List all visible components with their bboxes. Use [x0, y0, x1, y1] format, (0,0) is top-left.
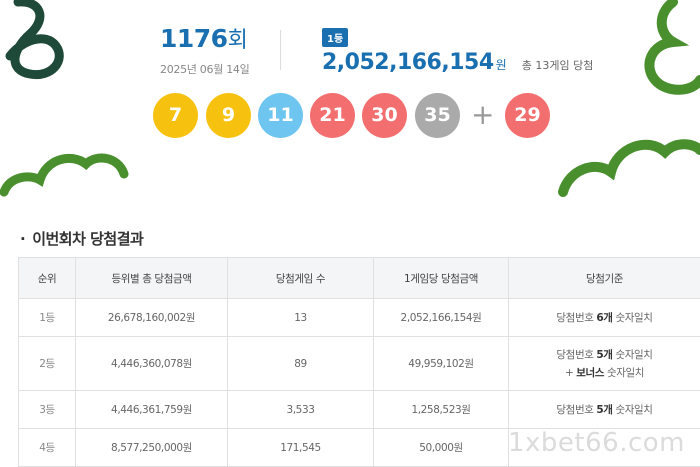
- criteria-suffix: 숫자일치: [612, 403, 653, 416]
- table-header-row: 순위 등위별 총 당첨금액 당첨게임 수 1게임당 당첨금액 당첨기준: [18, 257, 700, 299]
- first-prize-amount: 2,052,166,154: [322, 50, 494, 75]
- per-game-cell: 49,959,102원: [373, 336, 509, 391]
- criteria-bonus-prefix: +: [564, 366, 577, 379]
- round-suffix: 회: [227, 28, 248, 53]
- total-prize-cell: 26,678,160,002원: [75, 298, 228, 337]
- per-game-cell: 1,258,523원: [373, 390, 509, 429]
- games-cell: 3,533: [227, 390, 374, 429]
- table-row: 2등 4,446,360,078원 89 49,959,102원 당첨번호 5개…: [18, 336, 700, 391]
- games-cell: 13: [227, 298, 374, 337]
- winning-ball-4: 21: [310, 93, 355, 138]
- total-prize-cell: 8,577,250,000원: [75, 428, 228, 467]
- watermark: 1xbet66.com: [508, 428, 686, 458]
- first-prize-badge: 1등: [322, 28, 349, 47]
- decorative-swirl-icon: [5, 0, 64, 80]
- criteria-cell: 당첨번호 5개 숫자일치: [508, 390, 700, 429]
- criteria-suffix: 숫자일치: [612, 311, 653, 324]
- section-title: · 이번회차 당첨결과: [20, 228, 144, 249]
- total-prize-cell: 4,446,360,078원: [75, 336, 228, 391]
- rank-cell: 1등: [18, 298, 76, 337]
- header-total-prize: 등위별 총 당첨금액: [75, 257, 228, 299]
- winning-ball-5: 30: [362, 93, 407, 138]
- criteria-cell: [508, 428, 700, 467]
- games-cell: 171,545: [227, 428, 374, 467]
- header-rank: 순위: [18, 257, 76, 299]
- first-prize-winners: 총 13게임 당첨: [521, 59, 594, 72]
- criteria-bonus-suffix: 숫자일치: [604, 366, 645, 379]
- prize-results-table: 순위 등위별 총 당첨금액 당첨게임 수 1게임당 당첨금액 당첨기준 1등 2…: [18, 257, 700, 467]
- header-winning-games: 당첨게임 수: [227, 257, 374, 299]
- per-game-cell: 50,000원: [373, 428, 509, 467]
- criteria-suffix: 숫자일치: [612, 348, 653, 361]
- winning-ball-2: 9: [206, 93, 251, 138]
- criteria-prefix: 당첨번호: [556, 403, 597, 416]
- criteria-count: 6개: [596, 311, 613, 324]
- criteria-count: 5개: [596, 348, 613, 361]
- round-info: 1176회 2025년 06월 14일: [160, 22, 250, 77]
- round-number-value: 1176: [160, 24, 228, 53]
- criteria-prefix: 당첨번호: [556, 311, 597, 324]
- first-prize-info: 1등 2,052,166,154 원 총 13게임 당첨: [322, 27, 593, 75]
- plus-icon: +: [471, 98, 495, 131]
- table-row: 1등 26,678,160,002원 13 2,052,166,154원 당첨번…: [18, 298, 700, 337]
- bonus-ball: 29: [505, 93, 550, 138]
- draw-result-hero: 1176회 2025년 06월 14일 1등 2,052,166,154 원 총 …: [0, 0, 700, 200]
- draw-date: 2025년 06월 14일: [160, 63, 250, 76]
- decorative-cloud-right-icon: [558, 0, 700, 197]
- header-divider: [280, 30, 281, 70]
- criteria-bonus: 보너스: [576, 366, 605, 379]
- criteria-cell: 당첨번호 6개 숫자일치: [508, 298, 700, 337]
- criteria-prefix: 당첨번호: [556, 348, 597, 361]
- round-number: 1176회: [160, 22, 249, 54]
- table-row: 4등 8,577,250,000원 171,545 50,000원: [18, 428, 700, 467]
- header-prize-per-game: 1게임당 당첨금액: [373, 257, 509, 299]
- first-prize-line: 2,052,166,154 원 총 13게임 당첨: [322, 50, 593, 75]
- per-game-cell: 2,052,166,154원: [373, 298, 509, 337]
- section-bullet: ·: [20, 230, 26, 248]
- section-title-text: 이번회차 당첨결과: [32, 230, 144, 248]
- games-cell: 89: [227, 336, 374, 391]
- criteria-cell: 당첨번호 5개 숫자일치 + 보너스 숫자일치: [508, 336, 700, 391]
- rank-cell: 2등: [18, 336, 76, 391]
- rank-cell: 3등: [18, 390, 76, 429]
- first-prize-unit: 원: [495, 58, 507, 72]
- winning-ball-1: 7: [153, 93, 198, 138]
- rank-cell: 4등: [18, 428, 76, 467]
- table-row: 3등 4,446,361,759원 3,533 1,258,523원 당첨번호 …: [18, 390, 700, 429]
- header-criteria: 당첨기준: [508, 257, 700, 299]
- winning-ball-3: 11: [258, 93, 303, 138]
- criteria-count: 5개: [596, 403, 613, 416]
- decorative-cloud-left-icon: [0, 153, 129, 197]
- winning-ball-6: 35: [415, 93, 460, 138]
- total-prize-cell: 4,446,361,759원: [75, 390, 228, 429]
